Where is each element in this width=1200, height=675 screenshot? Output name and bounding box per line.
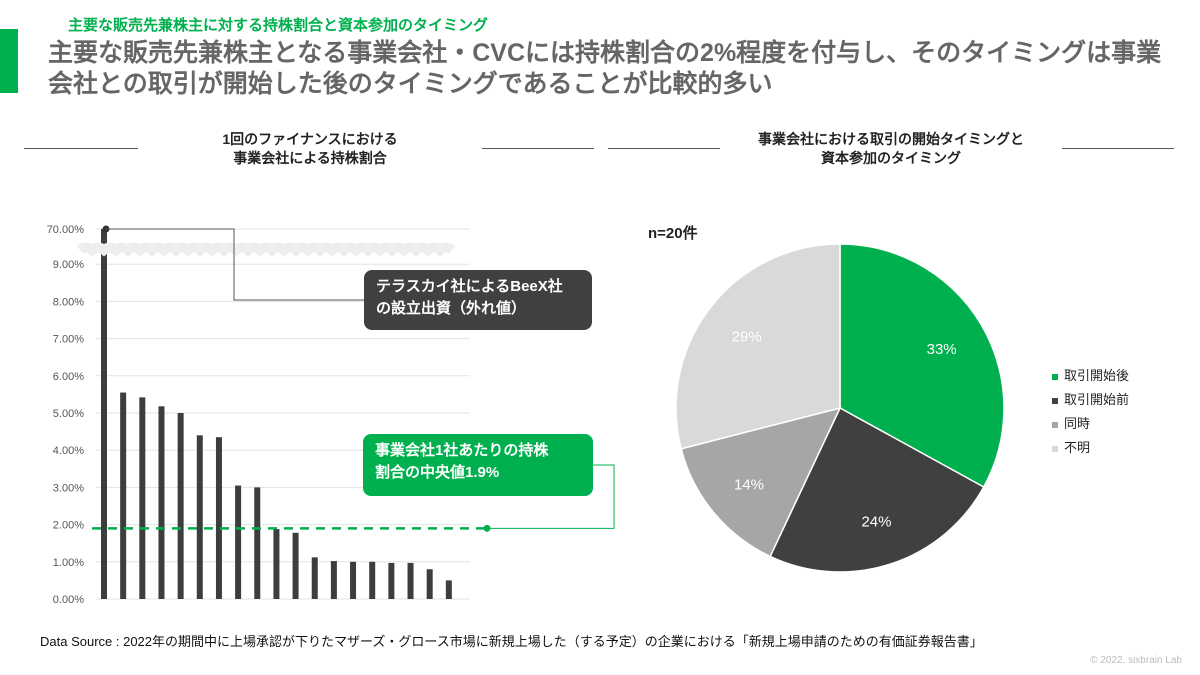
bar [177,413,184,599]
bar-chart: 0.00% 1.00% 2.00% 3.00% 4.00% 5.00% 6.00% 7.00%… [47,224,615,606]
divider [482,148,594,149]
slice-label: 29% [732,329,762,346]
outlier-connector [106,228,364,301]
accent-bar [0,29,18,93]
y-tick-label: 4.00% [53,445,84,457]
bar [388,562,395,599]
y-tick-label: 3.00% [53,482,84,494]
outlier-callout: テラスカイ社によるBeeX社 の設立出資（外れ値） [364,270,592,330]
divider [608,148,720,149]
y-tick-label: 1.00% [53,557,84,569]
bar [196,435,203,599]
callout-line: 割合の中央値1.9% [375,464,500,481]
callout-line: の設立出資（外れ値） [376,300,527,317]
bar [215,437,222,599]
legend-label: 取引開始前 [1064,392,1130,407]
slice-label: 14% [734,476,764,493]
bar [101,229,107,599]
y-tick-label: 70.00% [47,224,85,236]
median-connector [487,464,615,529]
pie-chart: 33% 24% 14% 29% [675,243,1005,573]
bar [350,561,357,599]
bar [235,485,242,599]
legend-label: 不明 [1064,440,1091,455]
legend-item: 取引開始前 [1052,388,1129,412]
slide-subtitle: 主要な販売先兼株主に対する持株割合と資本参加のタイミング [68,17,489,34]
bar [273,529,280,599]
title-line: 事業会社における取引の開始タイミングと [758,131,1024,147]
pie-slice [680,406,842,558]
bar [120,392,127,599]
legend-item: 不明 [1052,436,1129,460]
bar [311,557,318,599]
pie-slice [769,406,985,573]
pie-legend: 取引開始後取引開始前同時不明 [1052,364,1129,460]
y-tick-label: 7.00% [53,334,84,346]
legend-label: 同時 [1064,416,1091,431]
bar [330,561,337,599]
pie-slice [839,243,1005,489]
bar [407,562,414,599]
legend-item: 同時 [1052,412,1129,436]
callout-line: 事業会社1社あたりの持株 [375,442,549,459]
legend-item: 取引開始後 [1052,364,1129,388]
bar [369,561,376,599]
legend-swatch [1052,373,1058,380]
legend-swatch [1052,421,1058,428]
legend-swatch [1052,397,1058,404]
bar [158,406,165,599]
divider [1062,148,1174,149]
bar [139,397,146,599]
slice-label: 33% [927,341,957,358]
y-tick-label: 0.00% [53,594,84,606]
y-tick-label: 6.00% [53,371,84,383]
copyright: © 2022. sixbrain Lab [1090,655,1182,666]
y-tick-label: 8.00% [53,296,84,308]
bar [426,569,433,599]
pie-slice [675,243,841,450]
sample-size: n=20件 [648,225,698,242]
median-callout: 事業会社1社あたりの持株 割合の中央値1.9% [363,434,593,496]
legend-label: 取引開始後 [1064,368,1130,383]
divider [24,148,138,149]
left-chart-title: 1回のファイナンスにおける 事業会社による持株割合 [150,130,470,168]
right-chart-title: 事業会社における取引の開始タイミングと 資本参加のタイミング [720,130,1062,168]
title-line: 事業会社による持株割合 [233,150,387,166]
bar [254,487,261,599]
y-tick-label: 2.00% [53,520,84,532]
bar [292,532,299,599]
legend-swatch [1052,445,1058,452]
y-tick-label: 9.00% [53,259,84,271]
bar [445,580,452,599]
axis-break [76,242,456,257]
callout-line: テラスカイ社によるBeeX社 [376,278,563,295]
title-line: 資本参加のタイミング [821,150,961,166]
slice-label: 24% [861,513,891,530]
title-line: 1回のファイナンスにおける [222,131,398,147]
slide-title: 主要な販売先兼株主となる事業会社・CVCには持株割合の2%程度を付与し、そのタイ… [48,39,1162,98]
y-tick-label: 5.00% [53,408,84,420]
data-source: Data Source : 2022年の期間中に上場承認が下りたマザーズ・グロー… [40,634,983,649]
